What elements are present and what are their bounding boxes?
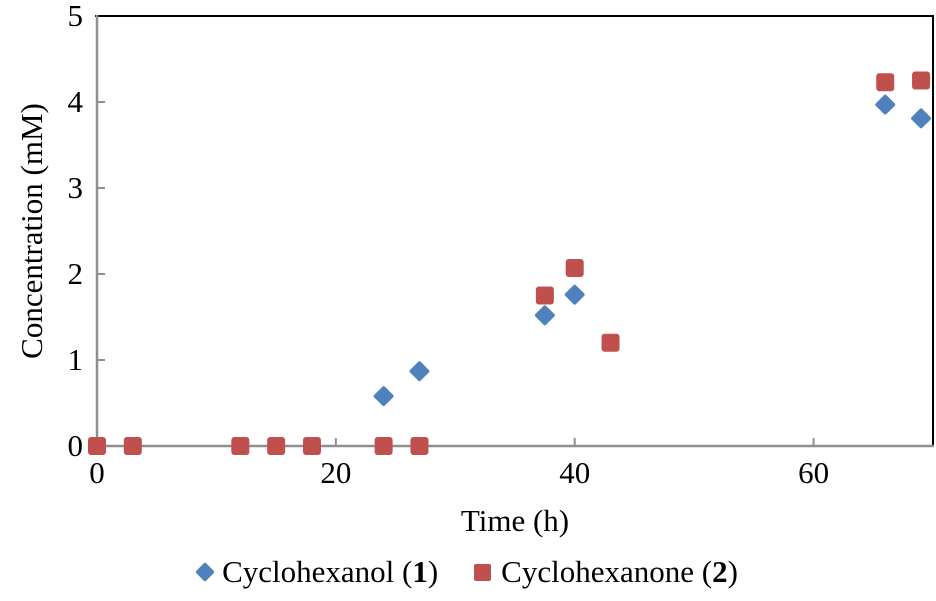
y-tick-label: 3 xyxy=(68,170,84,205)
data-point-cyclohexanone xyxy=(88,437,106,455)
data-point-cyclohexanone xyxy=(601,333,620,352)
legend-label-cyclohexanol: Cyclohexanol (1) xyxy=(222,554,439,589)
data-point-cyclohexanone xyxy=(302,437,321,455)
x-axis-title: Time (h) xyxy=(460,503,570,538)
legend-item-cyclohexanol: Cyclohexanol (1) xyxy=(195,554,439,590)
data-point-cyclohexanone xyxy=(267,437,286,455)
y-tick-label: 0 xyxy=(68,428,84,463)
y-axis-title: Concentration (mM) xyxy=(14,103,49,359)
data-point-cyclohexanol xyxy=(373,386,394,407)
data-point-cyclohexanol xyxy=(534,305,555,326)
diamond-marker-icon xyxy=(195,562,215,582)
x-tick-label: 40 xyxy=(559,455,590,490)
data-point-cyclohexanone xyxy=(123,437,142,455)
data-point-cyclohexanol xyxy=(875,94,896,115)
data-point-cyclohexanone xyxy=(535,286,554,305)
y-tick-label: 1 xyxy=(68,342,84,377)
legend-label-cyclohexanone: Cyclohexanone (2) xyxy=(501,554,738,589)
data-point-cyclohexanone xyxy=(231,437,250,455)
data-point-cyclohexanone xyxy=(374,437,393,455)
data-point-cyclohexanone xyxy=(410,437,429,455)
y-tick-label: 4 xyxy=(68,84,84,119)
data-point-cyclohexanone xyxy=(876,73,895,92)
x-tick-label: 20 xyxy=(320,455,351,490)
square-marker-icon xyxy=(474,563,492,581)
x-tick-label: 60 xyxy=(798,455,829,490)
data-point-cyclohexanol xyxy=(409,361,430,382)
y-tick-label: 5 xyxy=(68,0,84,33)
y-tick-label: 2 xyxy=(68,256,84,291)
data-point-cyclohexanol xyxy=(911,108,932,129)
legend-item-cyclohexanone: Cyclohexanone (2) xyxy=(474,554,738,590)
legend: Cyclohexanol (1) Cyclohexanone (2) xyxy=(0,554,936,590)
x-tick-label: 0 xyxy=(89,455,105,490)
data-point-cyclohexanone xyxy=(912,71,931,90)
data-point-cyclohexanol xyxy=(564,284,585,305)
data-point-cyclohexanone xyxy=(565,258,584,277)
